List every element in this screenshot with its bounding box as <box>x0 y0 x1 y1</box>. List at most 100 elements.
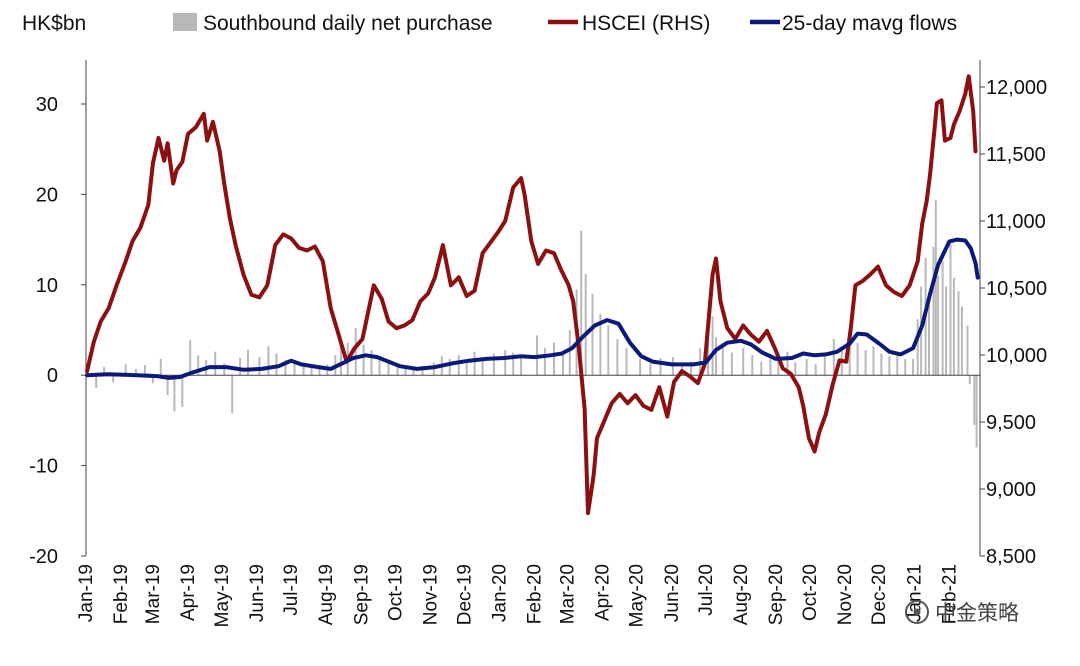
net-purchase-bar <box>721 342 724 376</box>
net-purchase-bar <box>362 344 365 376</box>
net-purchase-bar <box>880 353 883 376</box>
x-axis-tick-label: May-20 <box>627 564 648 627</box>
axes <box>81 60 985 557</box>
net-purchase-bar <box>742 348 745 376</box>
net-purchase-bar <box>916 319 919 376</box>
net-purchase-bar <box>952 277 955 376</box>
x-axis-tick-label: Jul-20 <box>696 564 717 616</box>
left-axis-tick-label: 10 <box>36 275 58 297</box>
net-purchase-bar <box>580 230 583 376</box>
net-purchase-bar <box>928 298 930 376</box>
net-purchase-bar <box>396 364 399 376</box>
net-purchase-bar <box>404 367 407 376</box>
x-axis-tick-label: Jun-20 <box>662 564 683 622</box>
net-purchase-bar <box>543 348 546 376</box>
x-axis-tick-label: Dec-19 <box>454 564 475 625</box>
right-axis-tick-label: 11,000 <box>986 211 1046 233</box>
net-purchase-bar <box>318 368 321 376</box>
net-purchase-bar <box>934 199 937 376</box>
net-purchase-bar <box>378 358 381 376</box>
watermark-logo-dot-icon <box>913 608 921 616</box>
net-purchase-bar <box>143 365 146 376</box>
x-axis-tick-label: Aug-19 <box>316 564 337 625</box>
right-axis-tick-label: 10,500 <box>986 278 1047 300</box>
net-purchase-bar <box>465 361 468 376</box>
net-purchase-bar <box>616 339 619 376</box>
x-axis-tick-label: Apr-20 <box>593 564 614 621</box>
net-purchase-bar <box>848 331 851 376</box>
left-axis-tick-label: 30 <box>36 94 58 116</box>
net-purchase-bar <box>166 375 169 396</box>
net-purchase-bar <box>856 342 859 376</box>
x-axis-tick-label: Sep-20 <box>766 564 787 625</box>
net-purchase-bar <box>310 367 313 376</box>
x-axis-tick-label: May-19 <box>212 564 233 627</box>
net-purchase-bar <box>591 293 594 376</box>
net-purchase-bar <box>421 366 424 376</box>
right-axis-tick-labels: 8,500 9,000 9,500 10,000 10,500 11,000 11,500 1… <box>986 77 1047 568</box>
legend-label-mavg: 25-day mavg flows <box>782 12 957 35</box>
left-axis-tick-label: 0 <box>47 365 58 387</box>
net-purchase-bar <box>339 339 342 376</box>
right-axis-tick-label: 11,500 <box>986 144 1046 166</box>
right-axis-tick-label: 12,000 <box>986 77 1047 99</box>
watermark-logo-icon <box>905 600 929 624</box>
x-axis-tick-label: Jan-21 <box>904 564 925 622</box>
x-axis-tick-label: Oct-20 <box>800 564 821 621</box>
net-purchase-bar <box>457 355 460 376</box>
x-axis-tick-label: Nov-20 <box>835 564 856 625</box>
net-purchase-bar <box>786 351 789 376</box>
net-purchase-bar <box>197 355 200 376</box>
watermark: 中金策略 <box>905 600 1019 625</box>
x-axis-tick-label: Jan-19 <box>76 564 97 622</box>
net-purchase-bar <box>553 342 555 376</box>
x-axis-tick-labels: Jan-19 Feb-19 Mar-19 Apr-19 May-19 Jun-19 Jul-… <box>76 564 960 627</box>
x-axis-tick-label: Jun-19 <box>247 564 268 622</box>
x-axis-tick-label: Feb-21 <box>939 564 960 624</box>
x-axis-tick-label: Feb-19 <box>111 564 132 624</box>
net-purchase-bar <box>370 349 373 376</box>
net-purchase-bar <box>941 261 944 376</box>
net-purchase-bar <box>607 325 610 376</box>
x-axis-tick-label: Dec-20 <box>869 564 890 625</box>
net-purchase-bar <box>760 361 763 376</box>
net-purchase-bar <box>872 346 875 376</box>
net-purchase-bar <box>599 313 602 376</box>
left-axis-unit-label: HK$bn <box>22 12 86 35</box>
x-axis-tick-label: Sep-19 <box>351 564 372 625</box>
line-series <box>85 74 980 516</box>
right-axis-tick-label: 8,500 <box>986 546 1036 568</box>
net-purchase-bar <box>284 359 287 376</box>
net-purchase-bar <box>151 375 154 384</box>
net-purchase-bar <box>492 353 495 376</box>
legend-swatch-bars <box>173 13 197 31</box>
net-purchase-bar <box>267 346 270 376</box>
net-purchase-bar <box>823 354 826 376</box>
net-purchase-bar <box>568 330 571 376</box>
net-purchase-bar <box>481 358 484 376</box>
net-purchase-bar <box>960 306 963 376</box>
x-axis-tick-label: Feb-20 <box>525 564 546 624</box>
left-axis-tick-label: -20 <box>29 546 58 568</box>
legend-label-hscei: HSCEI (RHS) <box>582 12 710 35</box>
net-purchase-bar <box>912 358 915 376</box>
net-purchase-bar <box>275 353 278 376</box>
x-axis-tick-label: Nov-19 <box>421 564 442 625</box>
x-axis-tick-label: Mar-20 <box>558 564 579 624</box>
net-purchase-bar <box>181 375 184 407</box>
net-purchase-bar <box>711 316 714 376</box>
legend-label-bars: Southbound daily net purchase <box>203 12 493 35</box>
net-purchase-bar <box>949 244 952 376</box>
net-purchase-bar <box>957 291 960 376</box>
legend: Southbound daily net purchase HSCEI (RHS… <box>173 12 957 35</box>
net-purchase-bar <box>504 349 507 376</box>
net-purchase-bar <box>932 246 935 376</box>
net-purchase-bar <box>814 364 817 376</box>
net-purchase-bar <box>937 275 940 376</box>
net-purchase-bar <box>239 358 242 376</box>
net-purchase-bar <box>904 358 907 376</box>
left-axis-tick-label: 20 <box>36 184 58 206</box>
net-purchase-bar <box>95 375 98 388</box>
